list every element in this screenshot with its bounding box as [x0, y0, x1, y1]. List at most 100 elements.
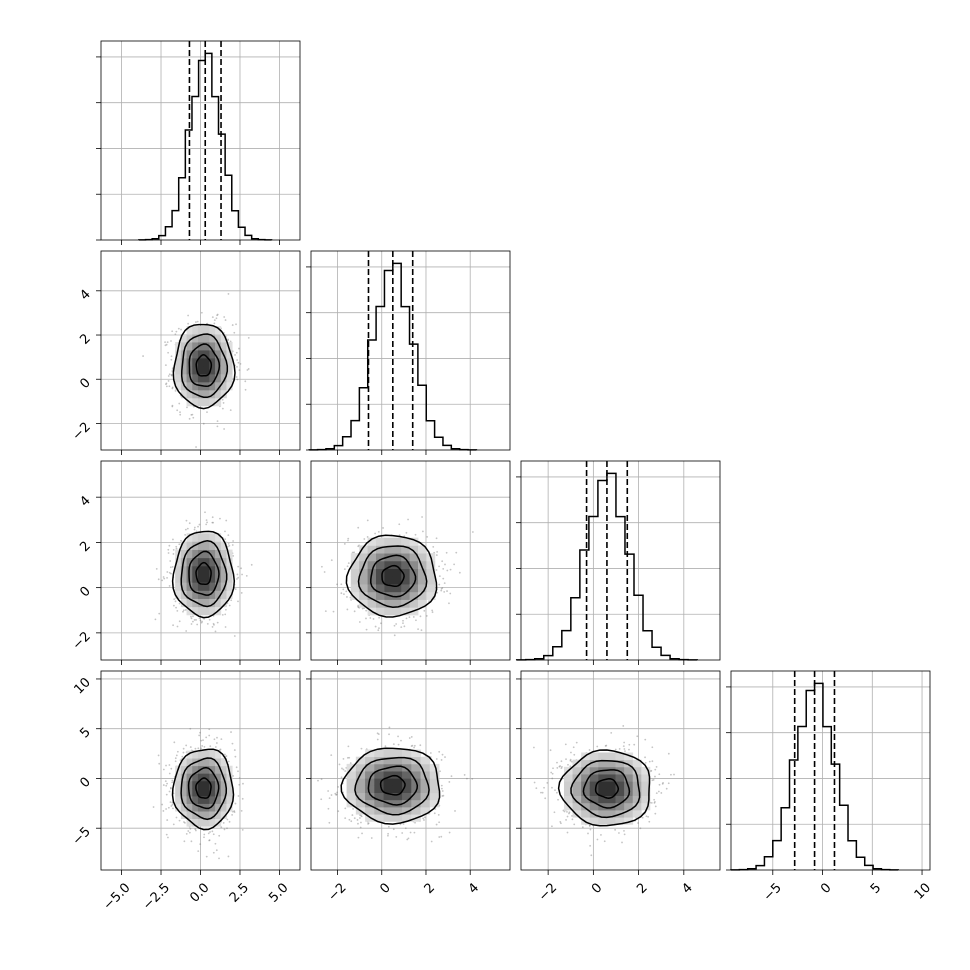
density-cell: [606, 752, 616, 761]
y-tick-label: 4: [77, 287, 93, 303]
density-cell: [209, 795, 216, 804]
contour-line: [180, 333, 229, 399]
sample-point: [227, 760, 230, 763]
density-cell: [374, 763, 384, 772]
sample-point: [233, 810, 236, 812]
sample-point: [195, 619, 197, 621]
sample-point: [186, 406, 188, 409]
contour-line: [357, 545, 428, 608]
sample-point: [327, 807, 330, 810]
sample-point: [622, 745, 625, 748]
sample-point: [441, 587, 444, 589]
sample-point: [351, 814, 354, 816]
sample-point: [639, 827, 642, 830]
sample-point: [449, 592, 452, 595]
sample-point: [224, 613, 227, 616]
density-cell: [175, 773, 182, 782]
sample-point: [360, 815, 363, 818]
density-cell: [384, 537, 394, 546]
sample-point: [171, 565, 174, 568]
density-cell: [180, 549, 187, 559]
sample-point: [174, 760, 177, 763]
density-cell: [203, 750, 210, 759]
density-cell: [203, 389, 210, 399]
sample-point: [224, 626, 227, 628]
sample-point: [568, 812, 570, 815]
sample-point: [197, 850, 200, 853]
density-cell: [186, 326, 193, 335]
density-cell: [615, 781, 625, 789]
sample-point: [400, 626, 403, 629]
density-cell: [632, 759, 642, 768]
density-cell: [226, 582, 233, 591]
sample-point: [182, 610, 184, 613]
density-cell: [355, 763, 366, 772]
sample-point: [205, 855, 208, 858]
sample-point: [367, 823, 369, 825]
density-cell: [192, 565, 199, 575]
sample-point: [185, 519, 188, 522]
sample-point: [366, 519, 369, 522]
sample-point: [221, 398, 224, 401]
contour-line: [195, 561, 212, 585]
density-cell: [429, 763, 440, 772]
sample-point: [378, 616, 381, 619]
density-cell: [402, 806, 412, 815]
y-tick-label: 2: [77, 539, 93, 555]
pair-panel: [306, 460, 511, 665]
sample-point: [654, 800, 656, 803]
sample-point: [170, 355, 173, 358]
density-cell: [374, 749, 384, 758]
density-cell: [598, 817, 608, 825]
sample-point: [176, 625, 179, 628]
density-cell: [215, 549, 222, 559]
sample-point: [623, 748, 626, 750]
density-cell: [346, 771, 357, 779]
density-cell: [367, 599, 377, 608]
sample-point: [171, 781, 174, 784]
sample-point: [377, 733, 380, 736]
density-cell: [180, 365, 187, 375]
contour-line: [381, 564, 405, 588]
sample-point: [343, 593, 345, 595]
density-cell: [402, 792, 412, 801]
sample-point: [419, 744, 422, 747]
sample-point: [234, 755, 237, 758]
density-cell: [402, 756, 412, 765]
sample-point: [571, 760, 573, 763]
density-cell: [192, 750, 199, 759]
density-cell: [418, 591, 427, 600]
sample-point: [317, 779, 319, 782]
pair-panel: −2 0 2 4: [516, 670, 721, 905]
sample-point: [218, 857, 220, 860]
sample-point: [365, 617, 367, 620]
sample-point: [648, 820, 651, 823]
sample-point: [174, 757, 177, 760]
sample-point: [388, 726, 391, 729]
density-cell: [197, 389, 205, 399]
density-cell: [598, 781, 608, 789]
density-cell: [203, 818, 210, 827]
density-cell: [392, 771, 403, 779]
density-cell: [209, 350, 216, 359]
sample-point: [596, 838, 599, 841]
sample-point: [175, 606, 177, 609]
density-cell: [624, 774, 634, 782]
density-cell: [226, 549, 233, 559]
sample-point: [655, 765, 658, 768]
density-cell: [374, 771, 384, 779]
density-cell: [581, 766, 591, 775]
density-cell: [175, 381, 182, 391]
density-cell: [209, 381, 216, 391]
sample-point: [175, 545, 178, 548]
density-cell: [426, 584, 436, 593]
density-cell: [192, 557, 199, 567]
density-cell: [402, 814, 412, 822]
sample-point: [438, 821, 441, 824]
density-cell: [175, 788, 182, 797]
contour-line: [594, 778, 620, 799]
density-cell: [418, 584, 427, 593]
density-cell: [376, 545, 385, 554]
density-cell: [215, 795, 222, 804]
